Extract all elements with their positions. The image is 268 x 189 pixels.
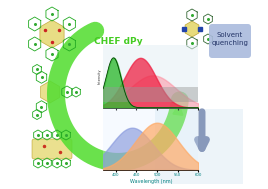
FancyBboxPatch shape <box>32 139 72 159</box>
X-axis label: Wavelength (nm): Wavelength (nm) <box>129 179 172 184</box>
FancyBboxPatch shape <box>209 24 251 58</box>
Polygon shape <box>185 21 199 37</box>
Text: Solvent
quenching: Solvent quenching <box>211 32 248 46</box>
FancyBboxPatch shape <box>155 109 243 184</box>
Polygon shape <box>40 20 64 48</box>
Text: CHEF dPy: CHEF dPy <box>94 36 142 46</box>
Bar <box>103 87 198 102</box>
Polygon shape <box>40 81 59 103</box>
Y-axis label: Intensity: Intensity <box>98 69 102 84</box>
